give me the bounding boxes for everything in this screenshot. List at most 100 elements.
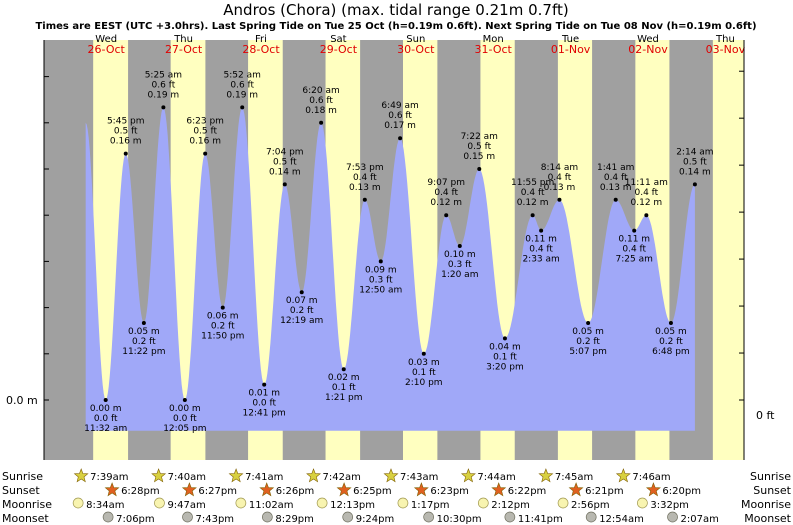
day-name: Thu bbox=[173, 34, 193, 45]
tide-point bbox=[282, 182, 287, 187]
low-tide-label: 0.06 m bbox=[207, 312, 239, 322]
tide-point bbox=[632, 228, 637, 233]
low-tide-label: 0.05 m bbox=[128, 327, 160, 337]
day-date: 26-Oct bbox=[88, 43, 126, 56]
high-tide-label: 0.17 m bbox=[384, 121, 416, 131]
row-label-sunrise-right: Sunrise bbox=[750, 470, 791, 483]
high-tide-label: 8:14 am bbox=[541, 163, 578, 173]
sunset-icon bbox=[104, 482, 120, 497]
low-tide-label: 0.09 m bbox=[365, 265, 397, 275]
high-tide-label: 0.5 ft bbox=[193, 127, 217, 137]
high-tide-label: 2:14 am bbox=[676, 147, 713, 157]
low-tide-label: 1:21 pm bbox=[325, 393, 363, 403]
sunrise-time: 7:39am bbox=[90, 472, 128, 483]
y-left-label: 0.0 m bbox=[6, 394, 38, 407]
high-tide-label: 0.5 ft bbox=[273, 157, 297, 167]
chart-subtitle: Times are EEST (UTC +3.0hrs). Last Sprin… bbox=[35, 21, 756, 32]
moonrise-time: 2:56pm bbox=[571, 500, 610, 511]
moonset-icon bbox=[182, 511, 193, 523]
moonrise-time: 3:32pm bbox=[650, 500, 689, 511]
low-tide-label: 0.10 m bbox=[444, 250, 476, 260]
tide-point bbox=[203, 151, 208, 156]
moonset-icon bbox=[102, 511, 114, 523]
moonrise-icon bbox=[397, 497, 409, 509]
day-name: Wed bbox=[95, 34, 117, 45]
day-date: 29-Oct bbox=[320, 43, 358, 56]
day-date: 30-Oct bbox=[397, 43, 435, 56]
high-tide-label: 6:49 am bbox=[381, 101, 418, 111]
row-label-sunset-right: Sunset bbox=[753, 484, 791, 497]
tide-point bbox=[557, 197, 562, 202]
tide-point bbox=[161, 105, 166, 110]
high-tide-label: 0.13 m bbox=[544, 183, 576, 193]
low-tide-label: 2:10 pm bbox=[405, 378, 443, 388]
day-name: Mon bbox=[483, 34, 504, 45]
high-tide-label: 7:04 pm bbox=[266, 147, 304, 157]
sunrise-time: 7:42am bbox=[323, 472, 361, 483]
low-tide-label: 5:07 pm bbox=[569, 347, 607, 357]
high-tide-label: 1:41 am bbox=[597, 163, 634, 173]
sunset-time: 6:20pm bbox=[662, 486, 701, 497]
low-tide-label: 0.0 ft bbox=[252, 399, 276, 409]
moonset-icon bbox=[261, 511, 273, 523]
high-tide-label: 5:45 pm bbox=[107, 117, 145, 127]
high-tide-label: 9:07 pm bbox=[427, 178, 465, 188]
high-tide-label: 0.13 m bbox=[600, 183, 632, 193]
tide-point bbox=[362, 197, 367, 202]
day-date: 02-Nov bbox=[628, 43, 668, 56]
low-tide-label: 0.07 m bbox=[286, 296, 318, 306]
high-tide-label: 0.6 ft bbox=[152, 80, 176, 90]
row-label-moonrise-left: Moonrise bbox=[2, 498, 52, 511]
tide-point bbox=[644, 213, 649, 218]
high-tide-label: 5:25 am bbox=[145, 70, 182, 80]
high-tide-label: 0.12 m bbox=[631, 198, 663, 208]
high-tide-label: 0.6 ft bbox=[309, 96, 333, 106]
high-tide-label: 0.16 m bbox=[189, 137, 221, 147]
moonrise-icon bbox=[154, 497, 165, 509]
tide-point bbox=[220, 305, 225, 310]
high-tide-label: 0.4 ft bbox=[521, 188, 545, 198]
tide-point bbox=[103, 398, 108, 402]
day-name: Fri bbox=[255, 34, 267, 45]
low-tide-label: 0.05 m bbox=[655, 327, 687, 337]
sunset-icon bbox=[491, 482, 507, 497]
low-tide-label: 12:41 pm bbox=[243, 409, 286, 419]
row-label-moonset-right: Moonset bbox=[744, 512, 791, 525]
low-tide-label: 0.2 ft bbox=[290, 306, 314, 316]
sunset-icon bbox=[413, 482, 429, 497]
moonset-time: 12:54am bbox=[599, 514, 644, 525]
high-tide-label: 0.5 ft bbox=[683, 157, 707, 167]
moonrise-icon bbox=[235, 497, 247, 509]
sunrise-icon bbox=[228, 468, 244, 483]
low-tide-label: 0.04 m bbox=[489, 342, 521, 352]
high-tide-label: 0.12 m bbox=[517, 198, 549, 208]
tide-point bbox=[457, 244, 462, 248]
high-tide-label: 0.13 m bbox=[349, 183, 381, 193]
moonset-icon bbox=[667, 511, 678, 523]
tide-point bbox=[398, 136, 403, 141]
high-tide-label: 7:22 am bbox=[461, 132, 498, 142]
day-date: 01-Nov bbox=[551, 43, 591, 56]
moonset-icon bbox=[585, 511, 597, 523]
sunrise-icon bbox=[383, 468, 399, 483]
sunset-icon bbox=[336, 482, 352, 497]
moonset-icon bbox=[342, 511, 354, 523]
moonrise-time: 8:34am bbox=[86, 500, 124, 511]
sunrise-icon bbox=[538, 468, 554, 483]
day-name: Thu bbox=[715, 34, 735, 45]
tide-point bbox=[502, 336, 507, 341]
moonset-time: 8:29pm bbox=[275, 514, 314, 525]
high-tide-label: 0.4 ft bbox=[548, 173, 572, 183]
sunrise-time: 7:44am bbox=[477, 472, 515, 483]
moonset-time: 7:43pm bbox=[195, 514, 234, 525]
high-tide-label: 11:55 pm bbox=[511, 178, 554, 188]
tide-point bbox=[586, 321, 591, 325]
low-tide-label: 0.05 m bbox=[572, 327, 604, 337]
high-tide-label: 7:53 pm bbox=[346, 163, 384, 173]
moonset-time: 10:30pm bbox=[437, 514, 482, 525]
low-tide-label: 2:33 am bbox=[522, 255, 559, 265]
tide-point bbox=[668, 321, 673, 325]
low-tide-label: 0.11 m bbox=[525, 235, 557, 245]
high-tide-label: 0.15 m bbox=[463, 152, 495, 162]
